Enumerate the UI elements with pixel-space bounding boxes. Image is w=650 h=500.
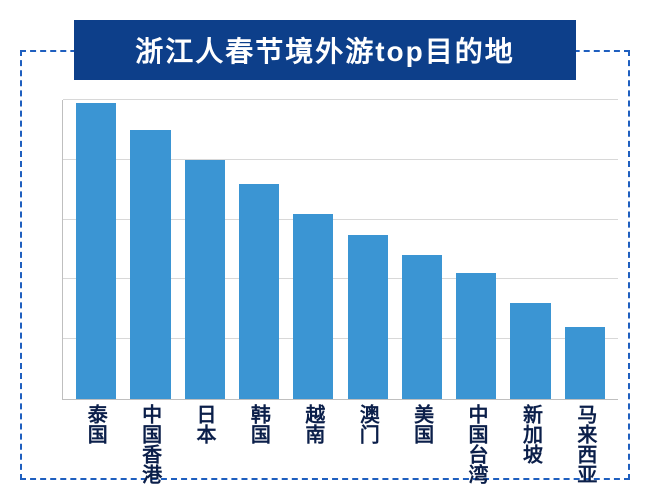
bar xyxy=(402,255,442,399)
x-label: 越南 xyxy=(303,404,323,484)
label-slot: 美国 xyxy=(394,404,448,484)
bar xyxy=(130,130,170,399)
bar xyxy=(348,235,388,399)
bar xyxy=(510,303,550,399)
label-slot: 越南 xyxy=(286,404,340,484)
x-label: 新加坡 xyxy=(520,404,540,484)
bar xyxy=(456,273,496,399)
label-slot: 韩国 xyxy=(231,404,285,484)
label-slot: 中国香港 xyxy=(122,404,176,484)
bar-slot xyxy=(395,100,449,399)
label-slot: 日本 xyxy=(177,404,231,484)
bar-slot xyxy=(558,100,612,399)
x-labels: 泰国 中国香港 日本韩国越南澳门美国 中国台湾 新加坡 马来西亚 xyxy=(62,404,618,484)
bar xyxy=(239,184,279,399)
x-label: 澳门 xyxy=(357,404,377,484)
bar-slot xyxy=(123,100,177,399)
x-label: 韩国 xyxy=(248,404,268,484)
x-label: 中国台湾 xyxy=(466,404,486,484)
bar xyxy=(565,327,605,399)
bar-slot xyxy=(178,100,232,399)
label-slot: 马来西亚 xyxy=(558,404,612,484)
bar-slot xyxy=(449,100,503,399)
label-slot: 新加坡 xyxy=(503,404,557,484)
plot-frame xyxy=(62,100,618,400)
bar-slot xyxy=(340,100,394,399)
bar-slot xyxy=(286,100,340,399)
bar xyxy=(76,103,116,399)
bar xyxy=(185,160,225,399)
label-slot: 泰国 xyxy=(68,404,122,484)
bar-slot xyxy=(503,100,557,399)
x-label: 马来西亚 xyxy=(575,404,595,484)
bar-slot xyxy=(232,100,286,399)
x-label: 美国 xyxy=(412,404,432,484)
bars-container xyxy=(63,100,618,399)
bar-slot xyxy=(69,100,123,399)
label-slot: 澳门 xyxy=(340,404,394,484)
bar xyxy=(293,214,333,399)
x-label: 泰国 xyxy=(85,404,105,484)
chart-area xyxy=(62,100,618,400)
x-label: 日本 xyxy=(194,404,214,484)
x-label: 中国香港 xyxy=(140,404,160,484)
label-slot: 中国台湾 xyxy=(449,404,503,484)
chart-title: 浙江人春节境外游top目的地 xyxy=(74,20,576,80)
